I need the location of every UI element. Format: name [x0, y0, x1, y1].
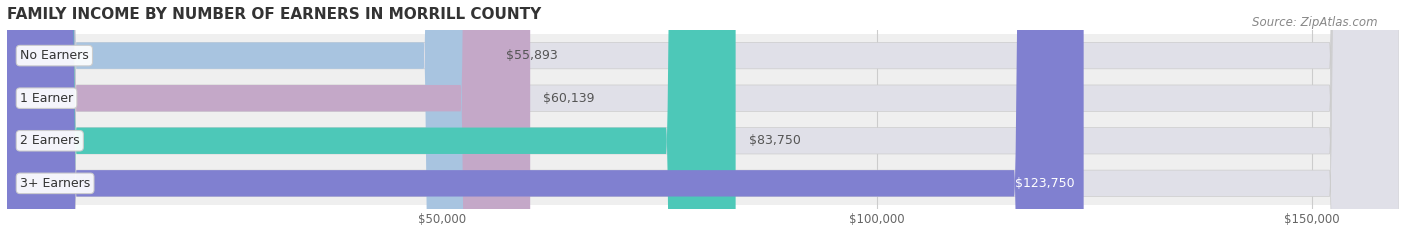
Bar — [7, 77, 1399, 120]
FancyBboxPatch shape — [7, 0, 1084, 233]
FancyBboxPatch shape — [7, 0, 1399, 233]
Text: $83,750: $83,750 — [748, 134, 800, 147]
FancyBboxPatch shape — [7, 0, 494, 233]
Bar — [7, 120, 1399, 162]
Bar — [7, 162, 1399, 205]
Text: 2 Earners: 2 Earners — [20, 134, 80, 147]
FancyBboxPatch shape — [7, 0, 1399, 233]
Text: FAMILY INCOME BY NUMBER OF EARNERS IN MORRILL COUNTY: FAMILY INCOME BY NUMBER OF EARNERS IN MO… — [7, 7, 541, 22]
Text: $60,139: $60,139 — [543, 92, 595, 105]
Text: $123,750: $123,750 — [1015, 177, 1076, 190]
Text: 3+ Earners: 3+ Earners — [20, 177, 90, 190]
FancyBboxPatch shape — [7, 0, 1399, 233]
FancyBboxPatch shape — [7, 0, 530, 233]
Text: $55,893: $55,893 — [506, 49, 558, 62]
Bar — [7, 34, 1399, 77]
Text: Source: ZipAtlas.com: Source: ZipAtlas.com — [1253, 16, 1378, 29]
Text: No Earners: No Earners — [20, 49, 89, 62]
Text: 1 Earner: 1 Earner — [20, 92, 73, 105]
FancyBboxPatch shape — [7, 0, 1399, 233]
FancyBboxPatch shape — [7, 0, 735, 233]
